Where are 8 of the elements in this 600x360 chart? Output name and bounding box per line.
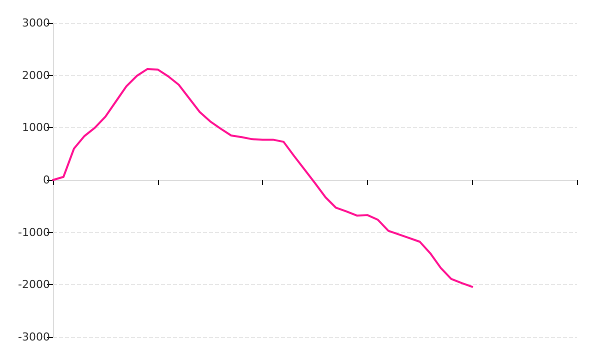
y-tick-label: -2000	[18, 278, 50, 292]
y-tick-label: 1000	[22, 121, 50, 134]
line-series	[52, 68, 474, 288]
y-tick-label: -1000	[18, 226, 50, 239]
y-tick-label: 0	[43, 174, 50, 186]
y-tick-label: 3000	[22, 16, 50, 30]
y-tick-label: -3000	[18, 330, 50, 344]
y-tick-label: 2000	[22, 68, 50, 82]
